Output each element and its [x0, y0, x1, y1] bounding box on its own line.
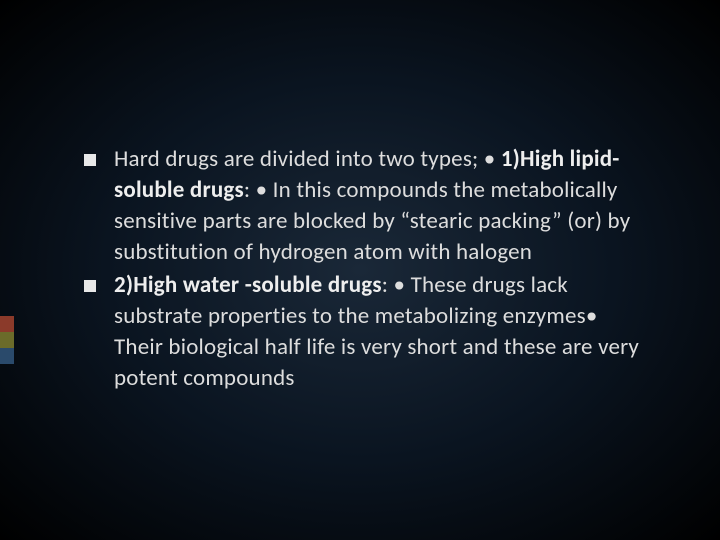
bullet-item: Hard drugs are divided into two types; •… [84, 144, 644, 268]
accent-bar [0, 316, 14, 364]
bullet-pre-text: Hard drugs are divided into two types; • [114, 145, 501, 173]
accent-blue-stripe [0, 348, 14, 364]
bullet-marker-icon [84, 280, 96, 292]
bullet-text: Hard drugs are divided into two types; •… [114, 144, 644, 268]
accent-red-stripe [0, 316, 14, 332]
bullet-text: 2)High water -soluble drugs: • These dru… [114, 270, 644, 394]
bullet-bold-text: 2)High water -soluble drugs [114, 271, 382, 299]
bullet-item: 2)High water -soluble drugs: • These dru… [84, 270, 644, 394]
accent-olive-stripe [0, 332, 14, 348]
bullet-marker-icon [84, 154, 96, 166]
slide-content: Hard drugs are divided into two types; •… [84, 144, 644, 396]
